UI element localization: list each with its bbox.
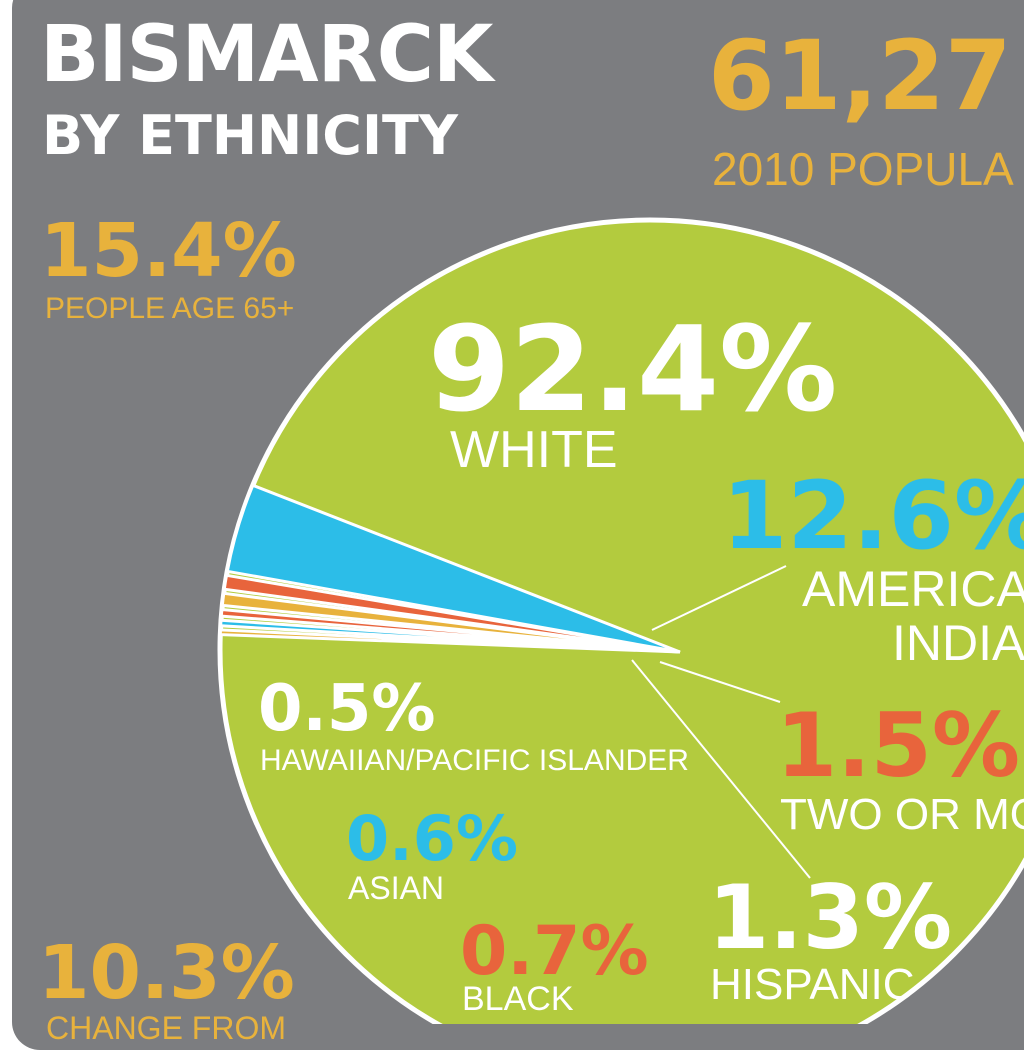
pie-leader-lines: [631, 565, 811, 879]
pie-minor-slices: [218, 483, 681, 654]
black-percent-label: 0.7%: [460, 912, 649, 991]
hispanic-percent-label: 1.3%: [708, 866, 953, 969]
title-line2: BY ETHNICITY: [42, 104, 458, 167]
age65-value: 15.4%: [40, 208, 297, 294]
leader-line-hispanic: [631, 659, 811, 879]
population-label: 2010 POPULA: [712, 143, 1014, 195]
change-value: 10.3%: [38, 930, 295, 1016]
american-indian-percent-label: 12.6%: [722, 462, 1024, 571]
hispanic-name-label: HISPANIC: [710, 960, 915, 1009]
american-indian-name-line1: AMERICA: [802, 561, 1024, 617]
american-indian-name-line2: INDIA: [892, 615, 1024, 671]
two-or-more-name-label: TWO OR MO: [780, 790, 1024, 839]
hawaiian-percent-label: 0.5%: [258, 672, 436, 746]
ethnicity-pie-chart: [217, 217, 1024, 1024]
change-label: CHANGE FROM: [46, 1010, 286, 1046]
white-percent-label: 92.4%: [428, 300, 838, 438]
asian-percent-label: 0.6%: [346, 802, 518, 875]
asian-name-label: ASIAN: [348, 870, 445, 906]
pie-slice-white: [217, 217, 1024, 1024]
title-line1: BISMARCK: [40, 10, 493, 100]
white-name-label: WHITE: [450, 421, 618, 479]
two-or-more-percent-label: 1.5%: [776, 694, 1021, 797]
leader-line-american-indian: [651, 565, 787, 631]
black-name-label: BLACK: [462, 980, 574, 1018]
pie-slice-american-indian: [225, 483, 681, 654]
leader-line-two-or-more: [659, 661, 781, 703]
hawaiian-name-label: HAWAIIAN/PACIFIC ISLANDER: [260, 744, 689, 777]
population-value: 61,27: [708, 20, 1012, 132]
age65-label: PEOPLE AGE 65+: [45, 292, 295, 325]
